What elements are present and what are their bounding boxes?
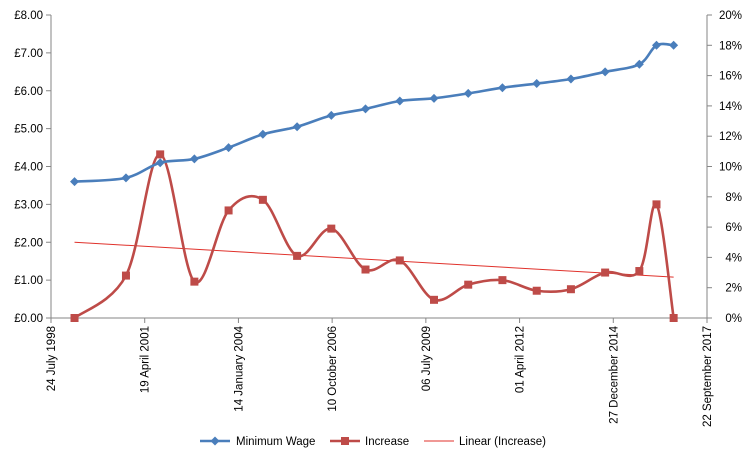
- data-point-minimum-wage: [532, 79, 542, 89]
- data-point-minimum-wage: [634, 59, 644, 69]
- left-tick-label: £1.00: [14, 275, 43, 287]
- x-tick-label: 27 December 2014: [608, 325, 620, 423]
- x-tick-label: 06 July 2009: [421, 326, 433, 391]
- data-point-increase: [498, 276, 507, 285]
- data-point-increase: [669, 314, 678, 322]
- data-point-minimum-wage: [258, 129, 268, 139]
- data-point-minimum-wage: [669, 40, 679, 50]
- data-point-minimum-wage: [155, 158, 165, 168]
- right-tick-label: 4%: [725, 252, 742, 264]
- legend-item-linear-increase: Linear (Increase): [424, 436, 546, 448]
- right-tick-label: 18%: [719, 40, 742, 52]
- left-tick-label: £7.00: [14, 48, 43, 60]
- data-point-minimum-wage: [361, 104, 371, 114]
- data-point-minimum-wage: [292, 122, 302, 132]
- series-layer: [70, 40, 679, 322]
- legend-marker-increase: [341, 437, 349, 445]
- data-point-increase: [635, 267, 644, 276]
- data-point-increase: [156, 150, 165, 159]
- left-tick-label: £6.00: [14, 86, 43, 98]
- data-point-minimum-wage: [224, 143, 234, 153]
- legend-label-increase: Increase: [365, 436, 409, 448]
- legend-marker-minimum-wage: [210, 436, 220, 446]
- series-increase: [70, 150, 678, 322]
- x-tick-label: 19 April 2001: [140, 326, 152, 393]
- data-point-minimum-wage: [497, 83, 507, 93]
- data-point-increase: [327, 224, 336, 233]
- data-point-minimum-wage: [429, 93, 439, 103]
- data-point-minimum-wage: [600, 67, 610, 77]
- data-point-increase: [293, 251, 302, 260]
- data-point-minimum-wage: [395, 96, 405, 106]
- data-point-minimum-wage: [121, 173, 131, 183]
- x-tick-label: 22 September 2017: [702, 326, 714, 427]
- left-tick-label: £5.00: [14, 124, 43, 136]
- right-tick-label: 20%: [719, 10, 742, 22]
- data-point-increase: [395, 256, 404, 265]
- data-point-increase: [258, 195, 267, 204]
- data-point-increase: [601, 268, 610, 277]
- data-point-minimum-wage: [189, 154, 199, 164]
- data-point-increase: [361, 265, 370, 274]
- series-line-increase: [73, 153, 675, 320]
- data-point-increase: [430, 295, 439, 304]
- data-point-increase: [566, 285, 575, 294]
- data-point-increase: [224, 206, 233, 215]
- x-tick-label: 24 July 1998: [46, 326, 58, 391]
- series-linear-increase: [74, 241, 674, 278]
- data-point-increase: [121, 271, 130, 280]
- legend: Minimum Wage Increase Linear (Increase): [200, 436, 546, 448]
- right-tick-label: 10%: [719, 162, 742, 174]
- data-point-increase: [532, 286, 541, 295]
- left-tick-label: £8.00: [14, 10, 43, 22]
- data-point-minimum-wage: [463, 88, 473, 98]
- x-tick-label: 01 April 2012: [515, 326, 527, 393]
- legend-label-linear-increase: Linear (Increase): [459, 436, 546, 448]
- legend-item-minimum-wage: Minimum Wage: [200, 436, 315, 448]
- right-tick-label: 0%: [725, 313, 742, 325]
- data-point-minimum-wage: [326, 110, 336, 120]
- series-minimum-wage: [70, 40, 679, 187]
- right-tick-label: 2%: [725, 283, 742, 295]
- data-point-increase: [190, 277, 199, 286]
- left-tick-label: £4.00: [14, 162, 43, 174]
- legend-label-minimum-wage: Minimum Wage: [236, 436, 315, 448]
- right-tick-label: 16%: [719, 71, 742, 83]
- left-tick-label: £3.00: [14, 199, 43, 211]
- right-tick-label: 8%: [725, 192, 742, 204]
- x-tick-label: 10 October 2006: [327, 326, 339, 412]
- series-line-linear-increase: [74, 241, 674, 278]
- data-point-increase: [70, 314, 79, 322]
- data-point-minimum-wage: [651, 40, 661, 50]
- axes: £0.00 £1.00 £2.00 £3.00 £4.00 £5.00 £6.00 £7.00…: [14, 10, 742, 427]
- data-point-increase: [652, 200, 661, 209]
- legend-item-increase: Increase: [330, 436, 409, 448]
- left-tick-label: £2.00: [14, 237, 43, 249]
- right-tick-label: 12%: [719, 131, 742, 143]
- data-point-minimum-wage: [566, 74, 576, 84]
- x-tick-label: 14 January 2004: [233, 325, 245, 411]
- data-point-minimum-wage: [70, 177, 80, 187]
- right-tick-label: 6%: [725, 222, 742, 234]
- data-point-increase: [464, 280, 473, 289]
- right-tick-label: 14%: [719, 101, 742, 113]
- left-tick-label: £0.00: [14, 313, 43, 325]
